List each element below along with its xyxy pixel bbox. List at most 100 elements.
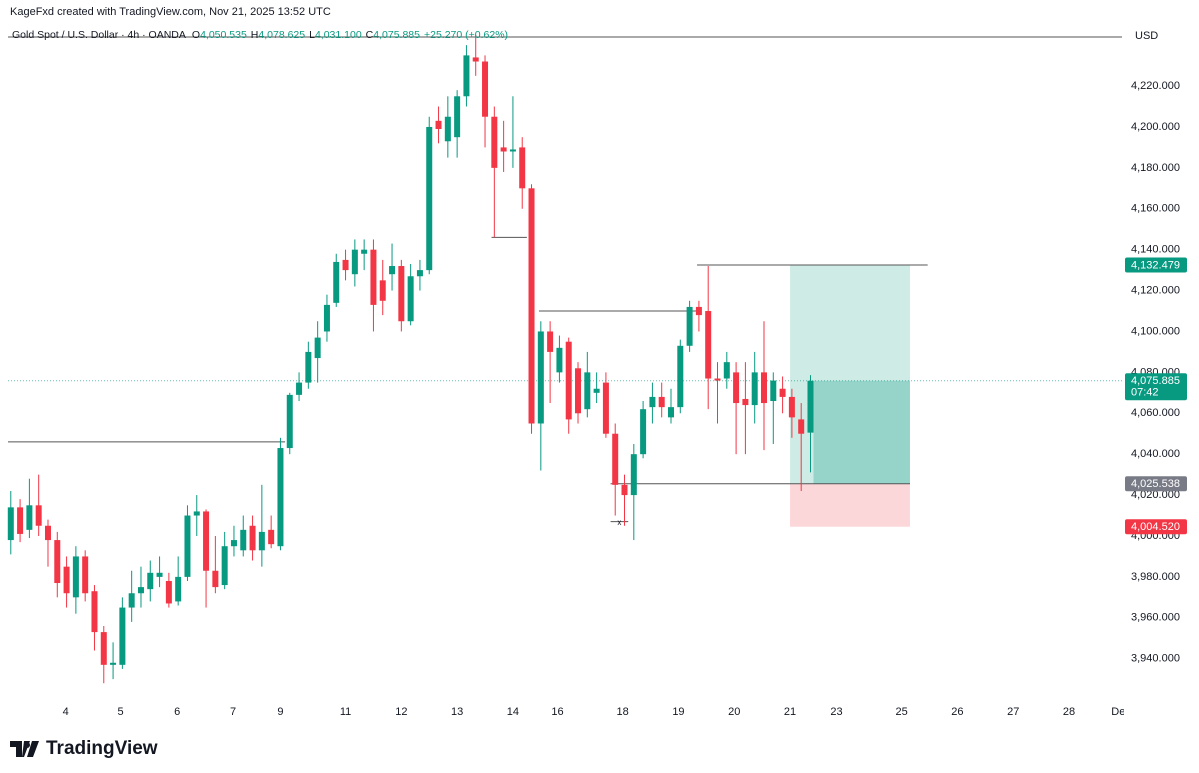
brand-logo	[10, 741, 39, 757]
ohlc-value: 4,078.625	[258, 29, 306, 41]
candle-body	[17, 507, 24, 534]
target-tag: 4,132.479	[1131, 259, 1180, 271]
candle-body	[556, 347, 563, 373]
candle-body	[54, 540, 61, 584]
position-open-pnl	[813, 380, 910, 484]
candle-body	[203, 511, 210, 571]
candle-body	[584, 372, 591, 410]
change: +25.270 (+0.62%)	[423, 29, 509, 41]
candle-body	[491, 116, 498, 168]
y-tick-label: 3,940.000	[1131, 653, 1180, 665]
candle-body	[128, 593, 135, 608]
y-tick-label: 3,980.000	[1131, 571, 1180, 583]
candle-body	[240, 529, 247, 551]
candle-body	[314, 337, 321, 359]
candle-body	[26, 505, 33, 530]
y-tick-label: 4,120.000	[1131, 284, 1180, 296]
candle-body	[677, 345, 684, 408]
candle-body	[640, 409, 647, 455]
price-axis-panel	[1124, 0, 1199, 725]
candle-body	[770, 380, 777, 402]
candle-body	[509, 149, 516, 152]
candle-body	[658, 396, 665, 408]
candle-body	[407, 276, 414, 322]
candle-body	[500, 147, 507, 152]
x-tick-label: 12	[395, 706, 407, 718]
candle-body	[705, 311, 712, 379]
y-tick-label: 4,140.000	[1131, 244, 1180, 256]
candle-body	[575, 368, 582, 414]
x-tick-label: 7	[230, 706, 236, 718]
symbol-legend: Gold Spot / U.S. Dollar · 4h · OANDA O 4,…	[12, 29, 512, 41]
brand-name: TradingView	[46, 738, 158, 759]
candle-body	[184, 515, 191, 577]
candle-body	[175, 576, 182, 602]
x-tick-label: 14	[507, 706, 519, 718]
candle-body	[807, 380, 814, 433]
candle-body	[537, 331, 544, 424]
candle-body	[602, 382, 609, 434]
x-tick-label: 27	[1007, 706, 1019, 718]
entry-tag: 4,025.538	[1131, 478, 1180, 490]
y-tick-label: 4,160.000	[1131, 203, 1180, 215]
target-tag-bg	[1125, 257, 1187, 273]
candle-body	[723, 362, 730, 379]
x-tick-label: 20	[728, 706, 740, 718]
candle-body	[733, 372, 740, 404]
x-tick-label: 25	[895, 706, 907, 718]
candle-body	[565, 341, 572, 420]
candle-body	[342, 259, 349, 271]
candle-body	[547, 331, 554, 352]
candle-body	[398, 266, 405, 322]
candle-body	[156, 572, 163, 577]
x-tick-label: 5	[117, 706, 123, 718]
x-tick-label: 9	[277, 706, 283, 718]
x-tick-label: 28	[1063, 706, 1075, 718]
candle-body	[212, 570, 219, 588]
symbol: Gold Spot / U.S. Dollar · 4h · OANDA	[12, 29, 186, 41]
candle-body	[528, 188, 535, 424]
y-tick-label: 4,060.000	[1131, 407, 1180, 419]
candle-body	[760, 372, 767, 404]
candle-body	[593, 388, 600, 393]
candle-body	[258, 531, 265, 551]
candle-body	[519, 147, 526, 189]
candle-body	[444, 116, 451, 142]
countdown: 07:42	[1131, 387, 1159, 399]
candle-body	[714, 378, 721, 381]
y-tick-label: 4,100.000	[1131, 325, 1180, 337]
candle-body	[110, 662, 117, 665]
candle-body	[454, 96, 461, 138]
ohlc-key: H	[250, 29, 259, 41]
x-tick-label: 16	[551, 706, 563, 718]
currency: USD	[1135, 30, 1158, 42]
candle-body	[230, 540, 237, 547]
y-tick-label: 4,200.000	[1131, 121, 1180, 133]
candle-body	[426, 126, 433, 271]
x-tick-label: 19	[672, 706, 684, 718]
candle-body	[472, 57, 479, 62]
y-tick-label: 4,180.000	[1131, 162, 1180, 174]
last-price-tag-bg	[1125, 373, 1187, 401]
candle-body	[44, 525, 51, 541]
entry-tag-bg	[1125, 476, 1187, 492]
candle-body	[193, 511, 200, 516]
candle-body	[630, 454, 637, 496]
x-tick-label: 11	[340, 706, 351, 718]
x-tick-label: 13	[451, 706, 463, 718]
ohlc-value: 4,050.535	[200, 29, 247, 41]
candle-body	[249, 525, 256, 551]
x-tick-label: 6	[174, 706, 180, 718]
x-tick-label: 26	[951, 706, 963, 718]
candle-body	[147, 572, 154, 590]
candle-body	[798, 419, 805, 434]
candle-body	[72, 556, 79, 598]
ohlc: O 4,050.535 H 4,078.625 L 4,031.100 C 4,075.885	[192, 29, 424, 41]
candle-body	[296, 382, 303, 395]
candle-body	[686, 306, 693, 346]
candle-body	[621, 484, 628, 496]
stop-tag-bg	[1125, 519, 1187, 535]
candle-body	[7, 507, 14, 541]
